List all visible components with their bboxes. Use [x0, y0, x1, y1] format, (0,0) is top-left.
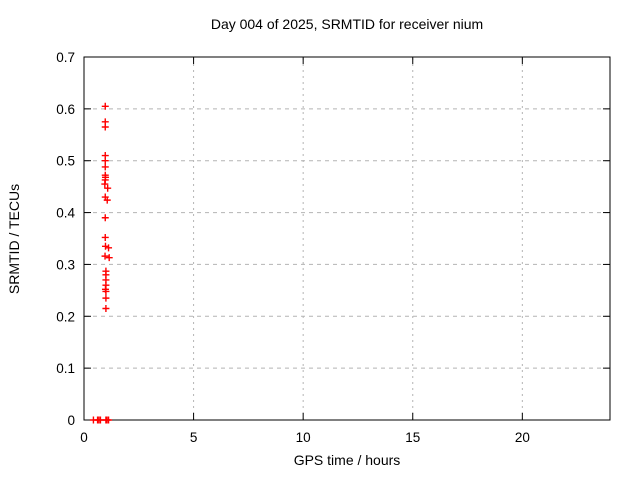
data-point-marker	[104, 184, 112, 192]
y-tick-label: 0	[67, 413, 75, 428]
data-points	[89, 102, 113, 424]
data-point-marker	[101, 242, 109, 250]
data-point-marker	[101, 102, 109, 110]
data-point-marker	[101, 252, 109, 260]
data-point-marker	[103, 196, 111, 204]
x-tick-label: 15	[405, 430, 420, 445]
x-axis-label: GPS time / hours	[293, 452, 401, 468]
data-point-marker	[101, 180, 109, 188]
y-tick-label: 0.4	[56, 206, 75, 221]
y-tick-label: 0.5	[56, 154, 75, 169]
x-tick-label: 10	[296, 430, 311, 445]
axis-ticks	[83, 56, 610, 421]
y-tick-label: 0.1	[56, 361, 75, 376]
chart-title: Day 004 of 2025, SRMTID for receiver niu…	[210, 16, 484, 32]
y-tick-label: 0.7	[56, 50, 75, 65]
gridlines	[85, 58, 609, 419]
data-point-marker	[102, 294, 110, 302]
data-point-marker	[101, 163, 109, 171]
x-tick-label: 0	[80, 430, 88, 445]
x-tick-label: 5	[190, 430, 198, 445]
y-tick-label: 0.6	[56, 102, 75, 117]
data-point-marker	[101, 123, 109, 131]
data-point-marker	[101, 157, 109, 165]
tick-labels: 0 5 10 15 20 0 0.1 0.2 0.3 0.4 0.5 0.6 0.7	[56, 50, 530, 445]
x-tick-label: 20	[515, 430, 530, 445]
data-point-marker	[101, 233, 109, 241]
data-point-marker	[105, 254, 113, 262]
plot-border	[83, 56, 611, 421]
y-tick-label: 0.3	[56, 257, 75, 272]
data-point-marker	[101, 214, 109, 222]
data-point-marker	[102, 287, 110, 295]
y-tick-label: 0.2	[56, 309, 75, 324]
data-point-marker	[105, 244, 113, 252]
data-point-marker	[105, 416, 113, 424]
data-point-marker	[102, 305, 110, 313]
y-axis-label: SRMTID / TECUs	[6, 183, 22, 295]
